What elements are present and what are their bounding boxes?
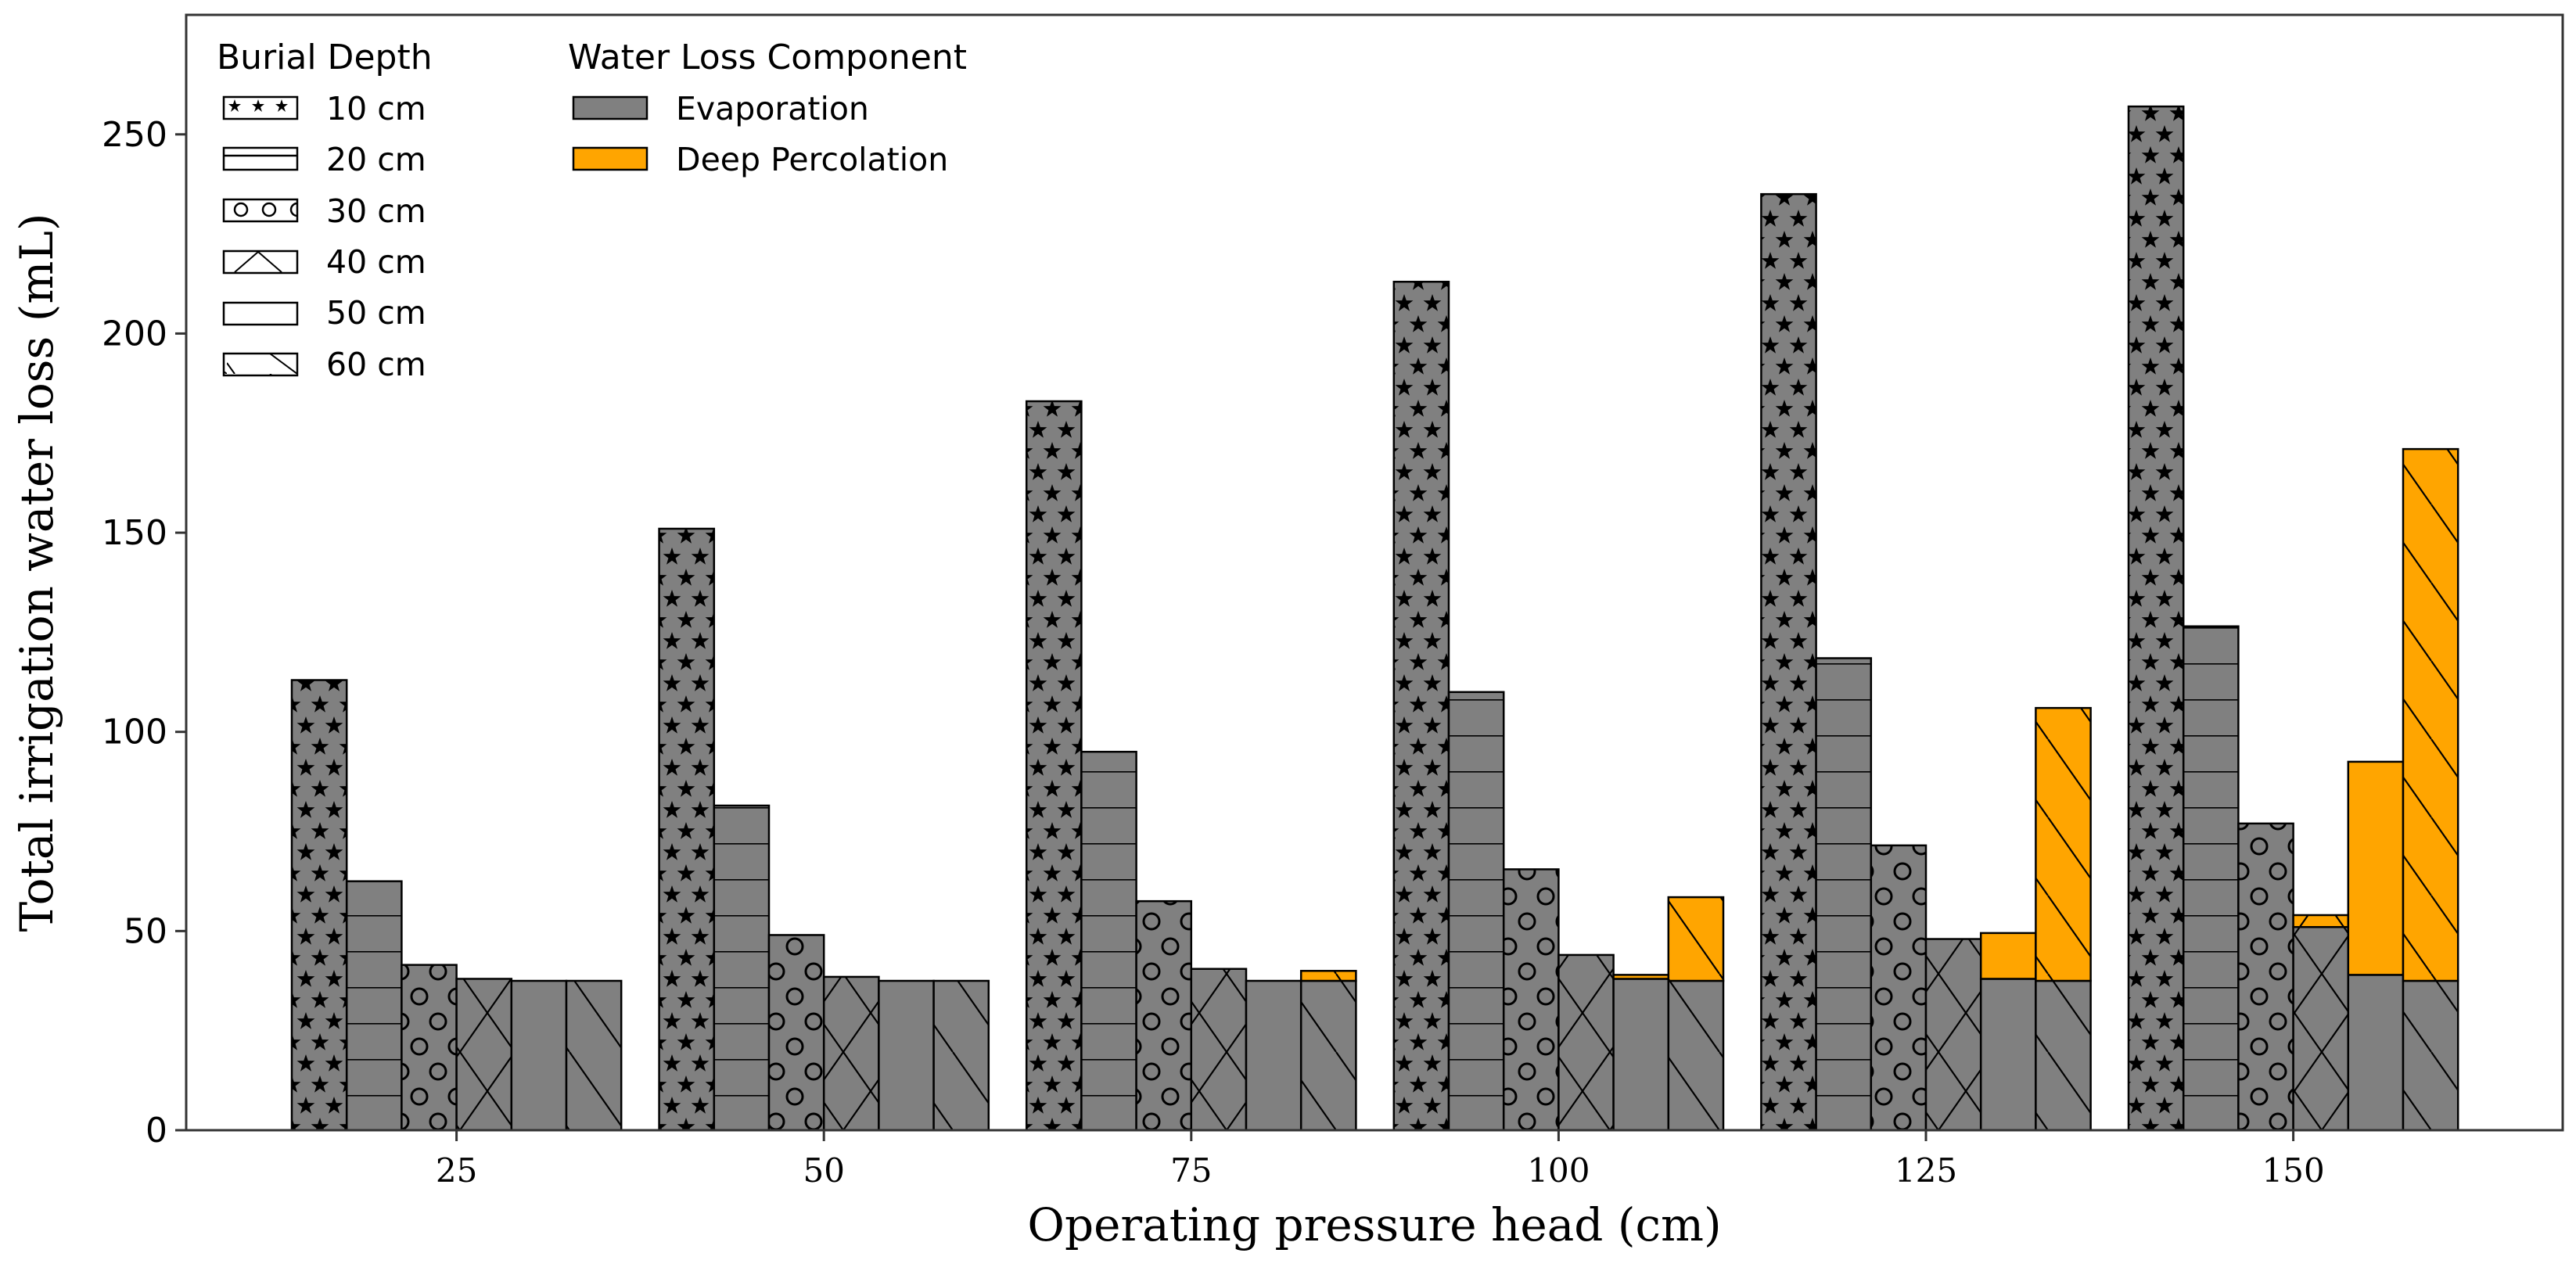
bar-125-50cm-deep-percolation [1981, 932, 2036, 979]
bar-125-60cm-evaporation-hatch [2035, 981, 2091, 1130]
bar-125-40cm-evaporation-hatch [1926, 939, 1981, 1130]
legend-label-40cm: 40 cm [326, 243, 426, 281]
bar-150-60cm-deep-percolation-edge [2402, 447, 2459, 982]
bar-125-60cm-deep-percolation-hatch [2035, 708, 2091, 982]
bar-50-40cm-evaporation-hatch [824, 976, 879, 1130]
bar-100-40cm-evaporation-hatch [1558, 954, 1614, 1130]
legend-swatch-30cm [222, 198, 299, 223]
bar-75-20cm-evaporation-hatch [1081, 752, 1137, 1130]
bar-125-20cm-evaporation-hatch [1816, 658, 1871, 1130]
bar-100-60cm-deep-percolation-hatch [1668, 897, 1723, 982]
bar-125-60cm-deep-percolation-edge [2035, 706, 2092, 982]
x-axis-title: Operating pressure head (cm) [1027, 1198, 1721, 1251]
bar-125-10cm-evaporation-hatch [1761, 194, 1816, 1130]
bar-50-30cm-evaporation-hatch [769, 935, 825, 1130]
x-axis-ticks: 25 50 75 100 125 150 [436, 1130, 2325, 1190]
x-tick-label-25: 25 [436, 1151, 477, 1190]
bar-150-30cm-evaporation-hatch [2238, 823, 2294, 1130]
legend-swatch-10cm [222, 95, 299, 120]
y-tick-label-100: 100 [102, 713, 167, 752]
bar-150-60cm-evaporation-hatch [2403, 981, 2459, 1130]
plot-frame [185, 13, 2564, 1132]
legend-swatch-20cm [222, 146, 299, 171]
bar-150-40cm-evaporation-hatch [2293, 927, 2348, 1130]
bar-100-50cm-evaporation [1613, 978, 1669, 1130]
legend-label-50cm: 50 cm [326, 294, 426, 332]
y-tick-label-200: 200 [102, 314, 167, 354]
legend-swatch-60cm [222, 352, 299, 377]
bar-150-60cm-deep-percolation-hatch [2403, 449, 2459, 982]
x-tick-label-75: 75 [1170, 1151, 1212, 1190]
x-tick-label-100: 100 [1527, 1151, 1590, 1190]
legend-component-title: Water Loss Component [568, 38, 967, 77]
x-tick-label-125: 125 [1895, 1151, 1957, 1190]
legend-swatch-evaporation [572, 95, 648, 120]
y-axis-title: Total irrigation water loss (mL) [10, 213, 63, 932]
bar-100-60cm-deep-percolation-edge [1667, 896, 1725, 982]
y-tick-label-150: 150 [102, 513, 167, 553]
bar-100-50cm-deep-percolation [1613, 975, 1669, 979]
legend-label-deep-percolation: Deep Percolation [676, 141, 948, 178]
x-tick-label-150: 150 [2262, 1151, 2325, 1190]
bar-150-40cm-deep-percolation-hatch [2293, 914, 2348, 928]
legend-label-evaporation: Evaporation [676, 90, 869, 127]
bar-100-20cm-evaporation-hatch [1449, 691, 1504, 1130]
bar-75-30cm-evaporation-hatch [1136, 901, 1191, 1130]
legend-swatch-40cm [222, 250, 299, 275]
legend-label-20cm: 20 cm [326, 141, 426, 178]
legend-burial-title: Burial Depth [217, 38, 433, 77]
x-tick-label-50: 50 [803, 1151, 844, 1190]
legend-label-10cm: 10 cm [326, 90, 426, 127]
y-tick-label-0: 0 [146, 1111, 167, 1151]
bar-100-60cm-evaporation-hatch [1668, 981, 1723, 1130]
legend-label-30cm: 30 cm [326, 192, 426, 230]
bar-100-10cm-evaporation-hatch [1393, 282, 1449, 1130]
legend-label-60cm: 60 cm [326, 346, 426, 383]
bar-125-50cm-evaporation [1981, 978, 2036, 1130]
bar-50-60cm-evaporation-hatch [933, 981, 989, 1130]
bar-50-10cm-evaporation-hatch [659, 528, 714, 1130]
bar-150-50cm-evaporation [2348, 975, 2403, 1130]
bar-25-40cm-evaporation-hatch [456, 978, 512, 1130]
bar-25-20cm-evaporation-hatch [347, 881, 402, 1130]
y-tick-label-50: 50 [124, 911, 167, 951]
bar-75-60cm-deep-percolation-edge [1299, 970, 1357, 982]
bar-50-50cm-evaporation [878, 981, 934, 1130]
bar-25-50cm-evaporation [511, 981, 566, 1130]
legend-water-loss-component: Water Loss Component Evaporation Deep Pe… [568, 38, 967, 178]
bar-75-60cm-deep-percolation-hatch [1301, 971, 1356, 982]
bar-25-10cm-evaporation-hatch [292, 680, 347, 1130]
bar-150-10cm-evaporation-hatch [2129, 106, 2184, 1130]
legend-burial-depth: Burial Depth 10 cm 20 cm 30 cm 40 cm 50 … [217, 38, 433, 383]
bar-75-50cm-evaporation [1246, 981, 1302, 1130]
bar-75-10cm-evaporation-hatch [1026, 401, 1082, 1130]
y-tick-label-250: 250 [102, 115, 167, 155]
bar-75-40cm-evaporation-hatch [1191, 968, 1246, 1130]
legend-swatch-deep-percolation [572, 146, 648, 171]
bar-50-20cm-evaporation-hatch [713, 805, 769, 1130]
bar-25-30cm-evaporation-hatch [401, 964, 457, 1130]
legend-swatch-50cm [222, 301, 299, 326]
y-axis-ticks: 0 50 100 150 200 250 [102, 115, 186, 1151]
bar-150-20cm-evaporation-hatch [2183, 626, 2239, 1130]
bar-75-60cm-evaporation-hatch [1301, 981, 1356, 1130]
bar-125-30cm-evaporation-hatch [1870, 845, 1926, 1130]
bar-100-30cm-evaporation-hatch [1504, 869, 1559, 1130]
bar-150-50cm-deep-percolation [2348, 761, 2403, 975]
bar-25-60cm-evaporation-hatch [566, 981, 622, 1130]
